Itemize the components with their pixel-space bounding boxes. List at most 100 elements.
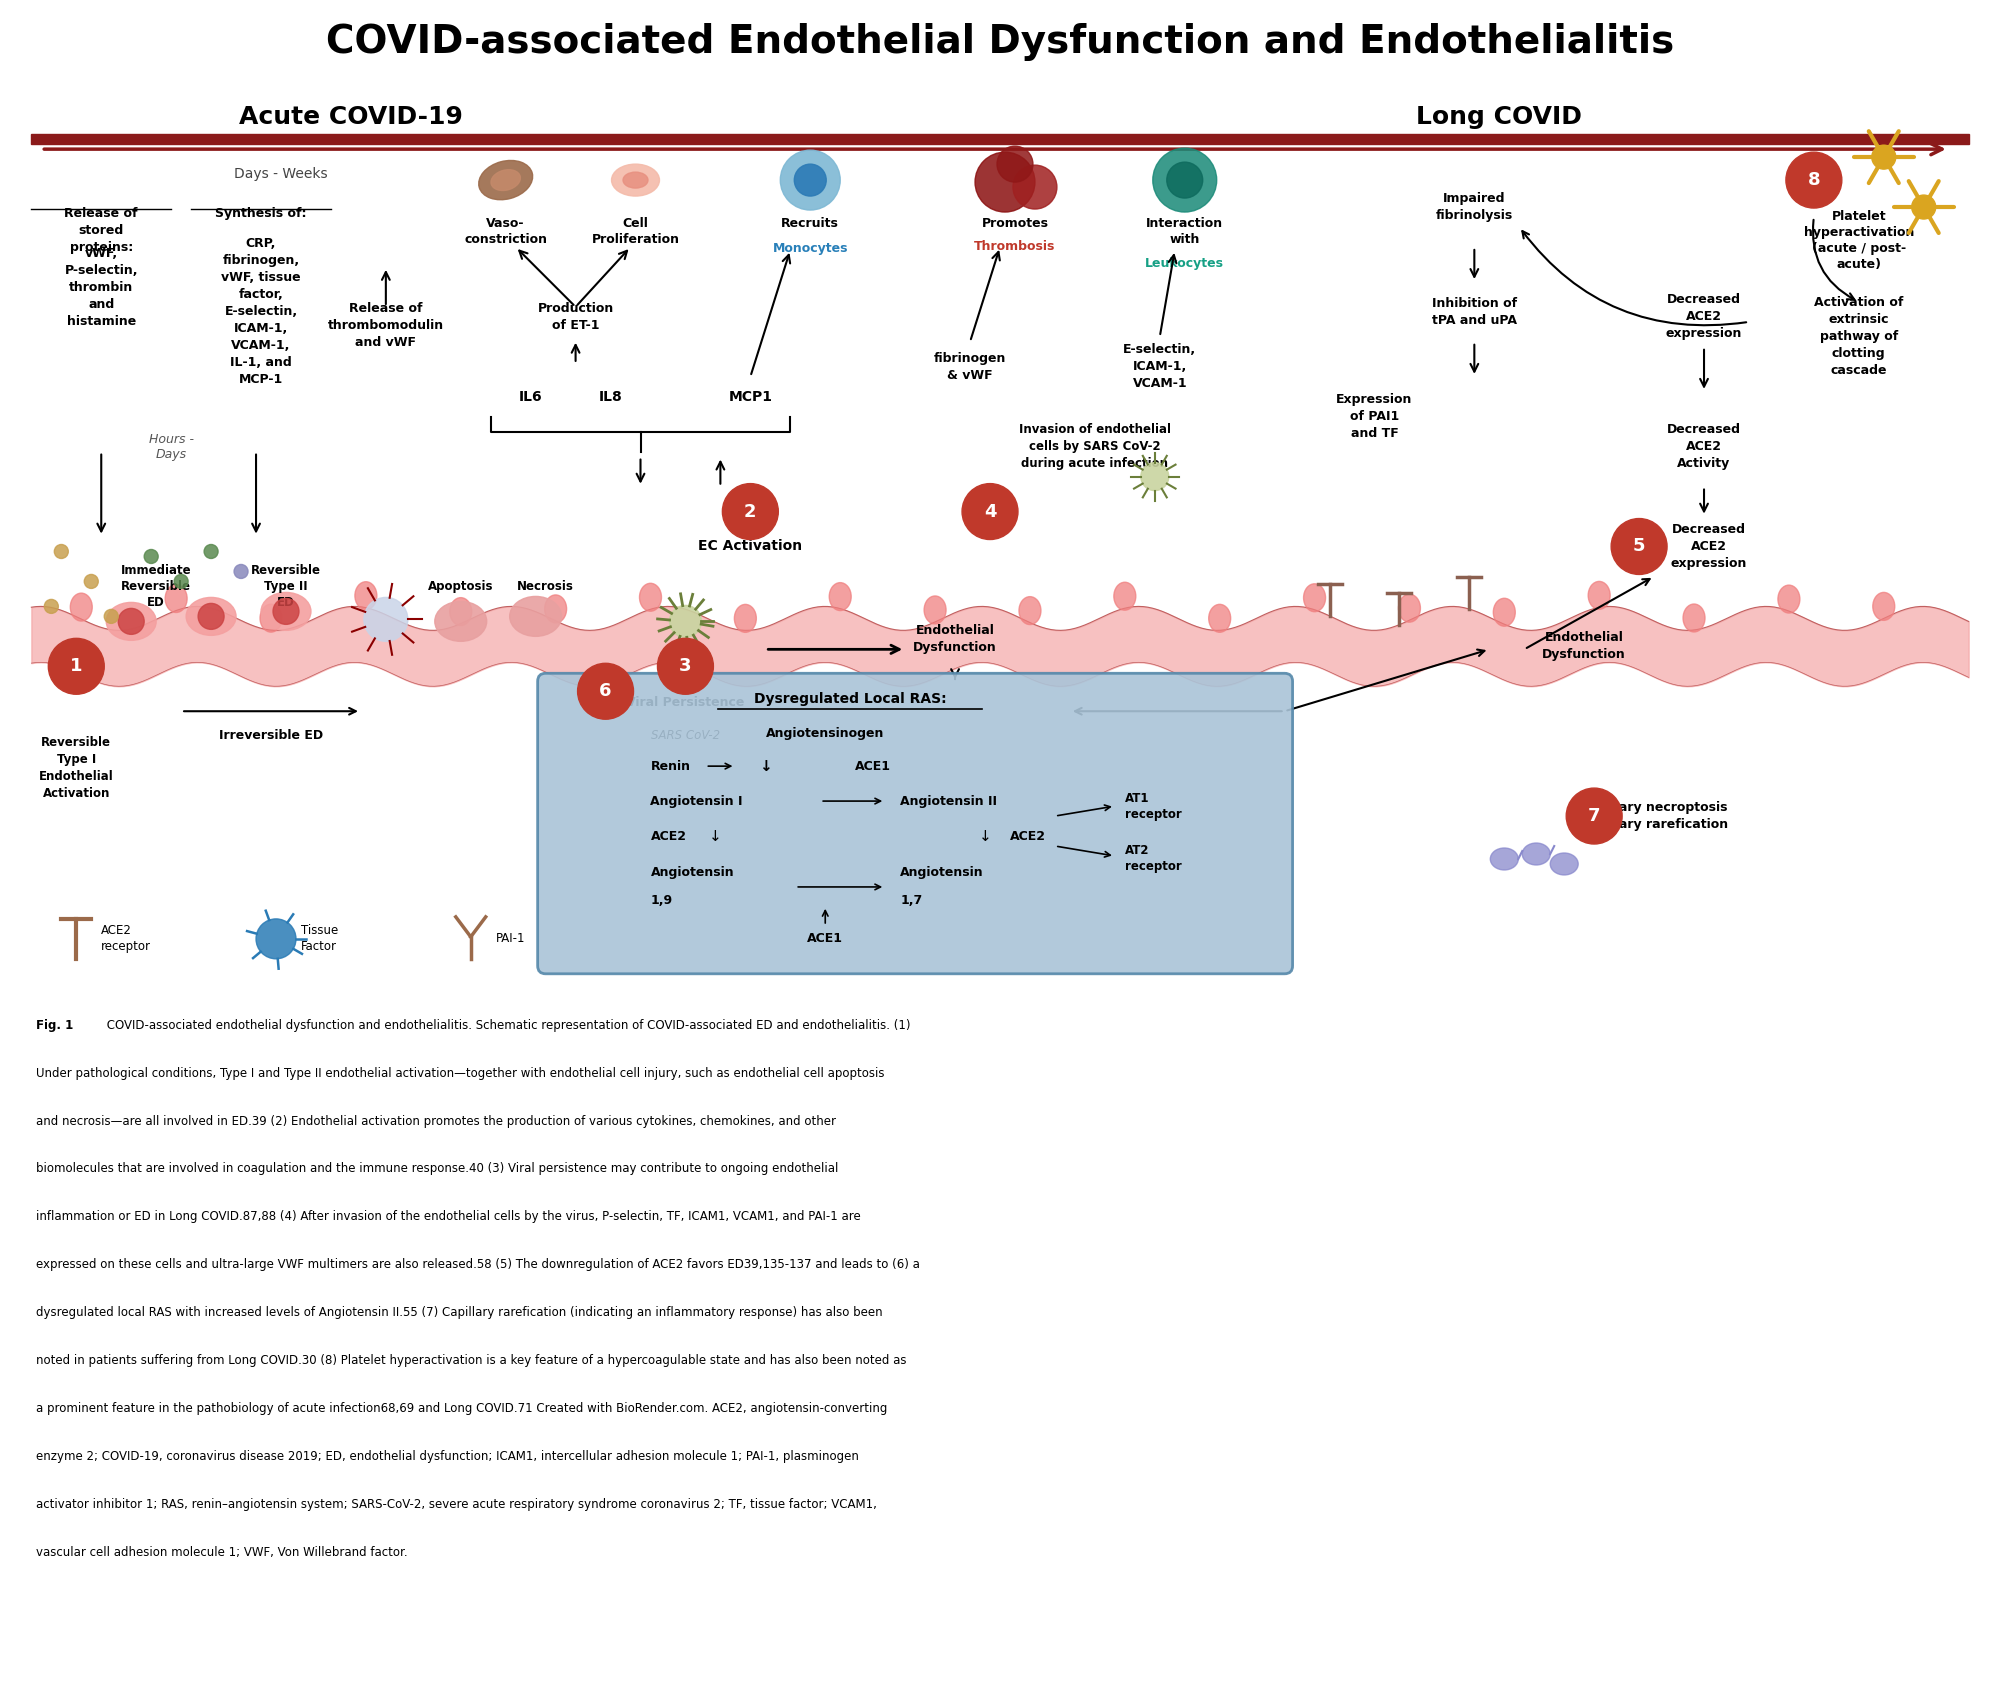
Ellipse shape [1208, 604, 1230, 633]
Circle shape [274, 599, 298, 624]
Text: PAI-1: PAI-1 [496, 932, 526, 946]
Circle shape [1612, 519, 1668, 575]
Text: Dysregulated Local RAS:: Dysregulated Local RAS: [754, 692, 946, 706]
Ellipse shape [624, 172, 648, 189]
Circle shape [204, 544, 218, 558]
Text: Apoptosis: Apoptosis [428, 580, 494, 594]
Text: activator inhibitor 1; RAS, renin–angiotensin system; SARS-CoV-2, severe acute r: activator inhibitor 1; RAS, renin–angiot… [36, 1499, 878, 1510]
Ellipse shape [166, 585, 188, 612]
Text: E-selectin,
ICAM-1,
VCAM-1: E-selectin, ICAM-1, VCAM-1 [1124, 344, 1196, 390]
Text: IL8: IL8 [598, 390, 622, 403]
Circle shape [364, 597, 408, 641]
Text: 2: 2 [744, 502, 756, 521]
Text: Impaired
fibrinolysis: Impaired fibrinolysis [1436, 192, 1512, 223]
Text: Endothelial
Dysfunction: Endothelial Dysfunction [1542, 631, 1626, 662]
Text: Viral Persistence: Viral Persistence [626, 696, 744, 709]
Circle shape [84, 575, 98, 589]
Ellipse shape [830, 583, 852, 611]
Text: Angiotensin: Angiotensin [900, 866, 984, 879]
Text: 4: 4 [984, 502, 996, 521]
Text: Synthesis of:: Synthesis of: [216, 208, 306, 219]
Text: Activation of
extrinsic
pathway of
clotting
cascade: Activation of extrinsic pathway of clott… [1814, 296, 1904, 378]
Text: Days - Weeks: Days - Weeks [234, 167, 328, 180]
Circle shape [256, 919, 296, 959]
Text: expressed on these cells and ultra-large VWF multimers are also released.58 (5) : expressed on these cells and ultra-large… [36, 1259, 920, 1271]
Ellipse shape [1490, 849, 1518, 869]
Text: Hours -
Days: Hours - Days [148, 432, 194, 461]
Text: 5: 5 [1632, 538, 1646, 556]
Text: inflammation or ED in Long COVID.87,88 (4) After invasion of the endothelial cel: inflammation or ED in Long COVID.87,88 (… [36, 1211, 862, 1223]
Ellipse shape [1684, 604, 1706, 633]
Text: ACE1: ACE1 [856, 760, 892, 772]
Text: vWF,
P-selectin,
thrombin
and
histamine: vWF, P-selectin, thrombin and histamine [64, 247, 138, 328]
FancyBboxPatch shape [538, 674, 1292, 973]
Text: and necrosis—are all involved in ED.39 (2) Endothelial activation promotes the p: and necrosis—are all involved in ED.39 (… [36, 1114, 836, 1128]
Circle shape [144, 549, 158, 563]
Text: Invasion of endothelial
cells by SARS CoV-2
during acute infection: Invasion of endothelial cells by SARS Co… [1018, 424, 1170, 469]
Circle shape [118, 609, 144, 634]
Ellipse shape [510, 597, 562, 636]
Text: Decreased
ACE2
expression: Decreased ACE2 expression [1666, 293, 1742, 340]
Text: Under pathological conditions, Type I and Type II endothelial activation—togethe: Under pathological conditions, Type I an… [36, 1067, 884, 1080]
Text: Inhibition of
tPA and uPA: Inhibition of tPA and uPA [1432, 298, 1516, 327]
Ellipse shape [640, 583, 662, 611]
Text: Interaction
with: Interaction with [1146, 218, 1224, 247]
Text: Recruits: Recruits [782, 218, 840, 230]
Text: Decreased
ACE2
Activity: Decreased ACE2 Activity [1668, 424, 1742, 469]
Text: 3: 3 [680, 657, 692, 675]
Text: Production
of ET-1: Production of ET-1 [538, 301, 614, 332]
Text: AT1
receptor: AT1 receptor [1124, 791, 1182, 820]
Ellipse shape [1494, 599, 1516, 626]
Circle shape [780, 150, 840, 209]
Text: Tissue
Factor: Tissue Factor [300, 924, 338, 953]
Ellipse shape [70, 594, 92, 621]
Text: Endothelial
Dysfunction: Endothelial Dysfunction [914, 624, 996, 655]
Text: Thrombosis: Thrombosis [974, 240, 1056, 253]
Ellipse shape [106, 602, 156, 640]
Ellipse shape [1114, 582, 1136, 611]
Ellipse shape [1398, 594, 1420, 623]
Ellipse shape [262, 592, 310, 631]
Text: Capillary necroptosis
Capillary rarefication: Capillary necroptosis Capillary rarefica… [1580, 801, 1728, 832]
Text: 7: 7 [1588, 806, 1600, 825]
Ellipse shape [450, 597, 472, 626]
Text: Reversible
Type II
ED: Reversible Type II ED [250, 565, 320, 609]
Ellipse shape [1018, 597, 1040, 624]
Text: fibrinogen
& vWF: fibrinogen & vWF [934, 352, 1006, 381]
Ellipse shape [734, 604, 756, 633]
Text: Long COVID: Long COVID [1416, 105, 1582, 129]
Text: Acute COVID-19: Acute COVID-19 [238, 105, 462, 129]
Circle shape [174, 575, 188, 589]
Text: AT2
receptor: AT2 receptor [1124, 844, 1182, 874]
Text: Release of
stored
proteins:: Release of stored proteins: [64, 208, 138, 253]
Ellipse shape [1588, 582, 1610, 609]
Circle shape [962, 483, 1018, 539]
Circle shape [794, 163, 826, 196]
Text: Irreversible ED: Irreversible ED [218, 730, 324, 742]
Text: SARS CoV-2: SARS CoV-2 [650, 730, 720, 742]
Circle shape [234, 565, 248, 578]
Ellipse shape [1304, 583, 1326, 612]
Circle shape [1166, 162, 1202, 197]
Text: 1,7: 1,7 [900, 895, 922, 907]
Ellipse shape [1522, 844, 1550, 866]
Text: Promotes: Promotes [982, 218, 1048, 230]
Text: Renin: Renin [650, 760, 690, 772]
Text: Reversible
Type I
Endothelial
Activation: Reversible Type I Endothelial Activation [38, 737, 114, 799]
Circle shape [976, 151, 1034, 213]
Circle shape [44, 599, 58, 614]
Ellipse shape [544, 595, 566, 623]
Text: 1,9: 1,9 [650, 895, 672, 907]
Ellipse shape [612, 163, 660, 196]
Text: ACE2: ACE2 [1010, 830, 1046, 842]
Text: Leukocytes: Leukocytes [1146, 257, 1224, 270]
Circle shape [1140, 463, 1168, 490]
Text: MCP1: MCP1 [728, 390, 772, 403]
Circle shape [1566, 788, 1622, 844]
Text: Angiotensin: Angiotensin [650, 866, 734, 879]
Ellipse shape [354, 582, 376, 609]
Text: ACE2
receptor: ACE2 receptor [102, 924, 152, 953]
Ellipse shape [1550, 852, 1578, 874]
Text: Platelet
hyperactivation
(acute / post-
acute): Platelet hyperactivation (acute / post- … [1804, 209, 1914, 270]
Ellipse shape [924, 595, 946, 624]
